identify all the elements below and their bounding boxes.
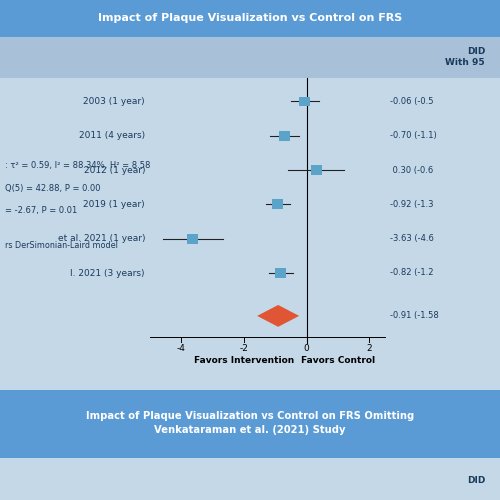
- Text: -0.91 (-1.58: -0.91 (-1.58: [390, 312, 439, 320]
- Bar: [279, 131, 290, 140]
- Text: 2011 (4 years): 2011 (4 years): [79, 131, 145, 140]
- Text: -2: -2: [240, 344, 248, 353]
- Polygon shape: [257, 305, 299, 327]
- Text: -4: -4: [177, 344, 186, 353]
- Text: 2012 (1 year): 2012 (1 year): [84, 166, 145, 174]
- Text: Impact of Plaque Visualization vs Control on FRS Omitting
Venkataraman et al. (2: Impact of Plaque Visualization vs Contro…: [86, 412, 414, 434]
- Text: l. 2021 (3 years): l. 2021 (3 years): [70, 268, 145, 278]
- Text: Impact of Plaque Visualization vs Control on FRS: Impact of Plaque Visualization vs Contro…: [98, 14, 402, 24]
- Bar: [272, 200, 283, 209]
- Bar: [276, 268, 286, 278]
- Text: = -2.67, P = 0.01: = -2.67, P = 0.01: [5, 206, 77, 216]
- Text: -0.92 (-1.3: -0.92 (-1.3: [390, 200, 434, 209]
- Bar: [0, 0, 500, 37]
- Text: et al. 2021 (1 year): et al. 2021 (1 year): [58, 234, 145, 243]
- Bar: [0, 390, 500, 458]
- Text: DID
With 95: DID With 95: [446, 46, 485, 66]
- Text: -0.06 (-0.5: -0.06 (-0.5: [390, 97, 434, 106]
- Text: rs DerSimonian-Laird model: rs DerSimonian-Laird model: [5, 242, 118, 250]
- Text: Favors Control: Favors Control: [301, 356, 375, 364]
- Text: 2003 (1 year): 2003 (1 year): [84, 97, 145, 106]
- Bar: [0, 37, 500, 78]
- Text: 2019 (1 year): 2019 (1 year): [84, 200, 145, 209]
- Text: -0.82 (-1.2: -0.82 (-1.2: [390, 268, 434, 278]
- Bar: [188, 234, 198, 243]
- Text: 0.30 (-0.6: 0.30 (-0.6: [390, 166, 433, 174]
- Text: 0: 0: [304, 344, 310, 353]
- Text: DID: DID: [466, 476, 485, 484]
- Text: Q(5) = 42.88, P = 0.00: Q(5) = 42.88, P = 0.00: [5, 184, 100, 193]
- Bar: [300, 96, 310, 106]
- Text: -0.70 (-1.1): -0.70 (-1.1): [390, 131, 437, 140]
- Text: -3.63 (-4.6: -3.63 (-4.6: [390, 234, 434, 243]
- Text: Favors Intervention: Favors Intervention: [194, 356, 294, 364]
- Text: 2: 2: [366, 344, 372, 353]
- Bar: [310, 165, 322, 175]
- Text: : τ² = 0.59, I² = 88.34%, H² = 8.58: : τ² = 0.59, I² = 88.34%, H² = 8.58: [5, 161, 150, 170]
